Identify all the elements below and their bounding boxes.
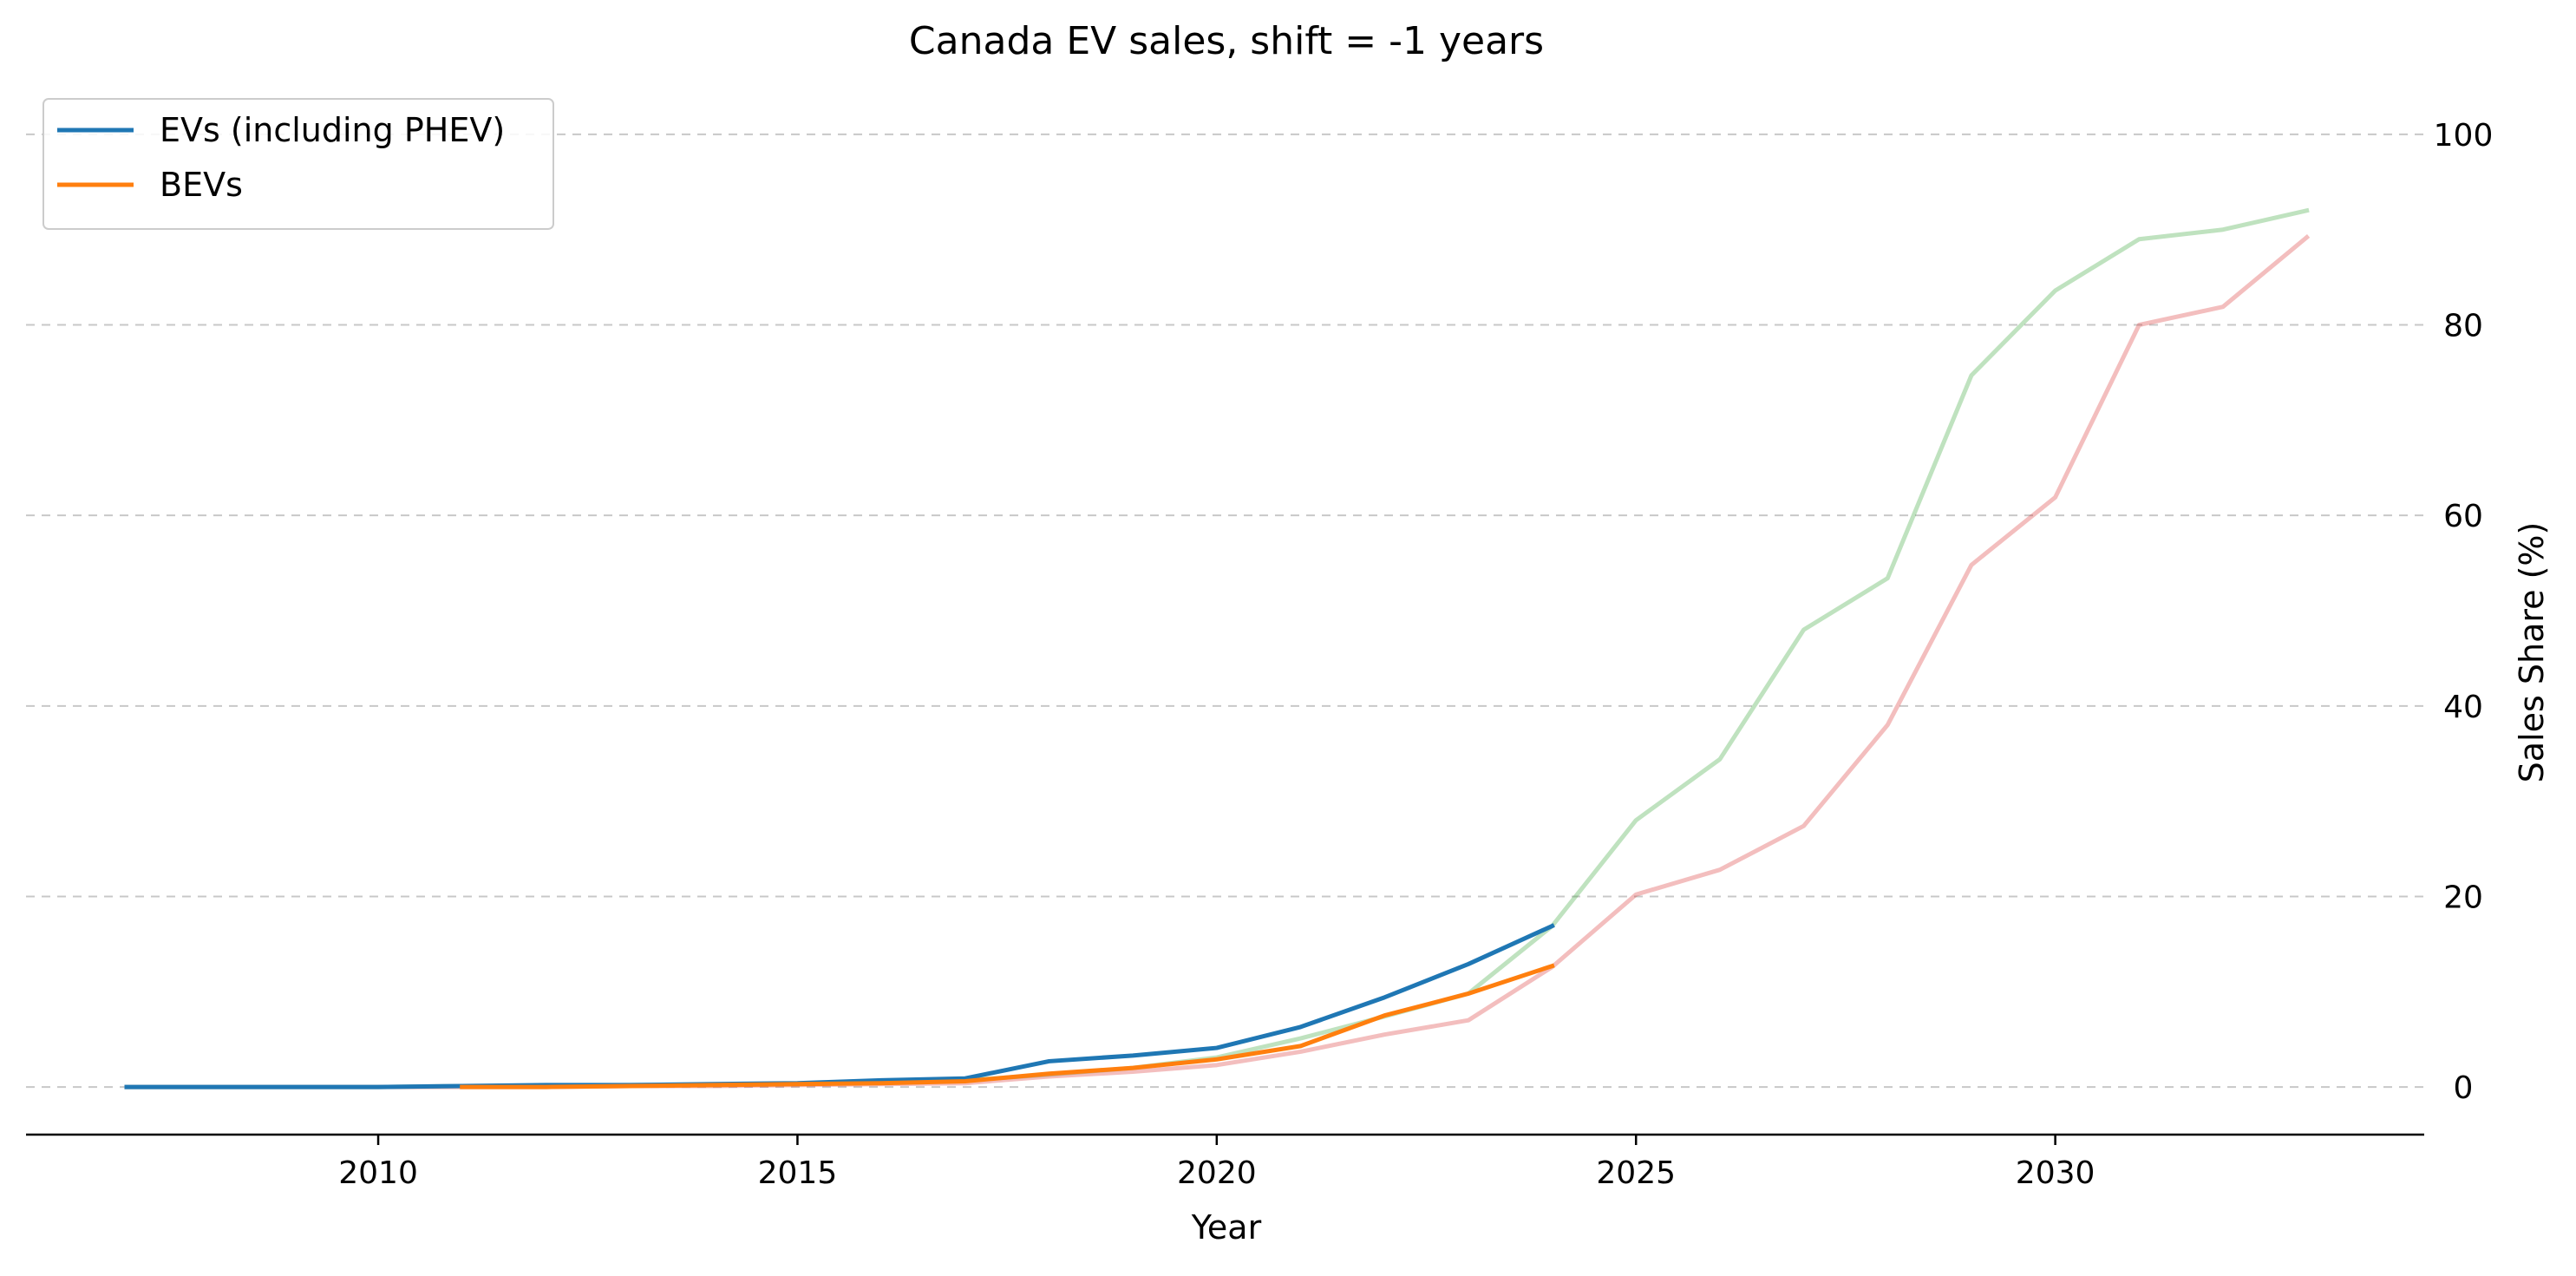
grid-layer xyxy=(26,133,2424,1089)
y-tick-label-20: 20 xyxy=(2443,880,2483,915)
faded-series-line-2 xyxy=(124,207,2310,1090)
x-tick-label-2015: 2015 xyxy=(758,1155,838,1191)
legend-label-bevs: BEVs xyxy=(160,166,243,204)
axes-layer: 0 20 40 60 80 100 2010 2015 2020 2025 2030 xyxy=(26,118,2493,1191)
x-axis-label: Year xyxy=(1191,1208,1262,1247)
y-tick-label-40: 40 xyxy=(2443,690,2483,725)
chart-title: Canada EV sales, shift = -1 years xyxy=(909,19,1544,63)
series-line-evs-including-phev xyxy=(124,923,1555,1090)
y-tick-label-100: 100 xyxy=(2434,118,2494,154)
y-axis-label: Sales Share (%) xyxy=(2513,522,2551,783)
legend: EVs (including PHEV) BEVs xyxy=(42,98,554,230)
x-tick-label-2010: 2010 xyxy=(338,1155,418,1191)
series-layer xyxy=(124,207,2311,1090)
y-tick-label-0: 0 xyxy=(2454,1070,2474,1106)
series-line-bevs xyxy=(460,963,1555,1090)
legend-label-evs-including-phev: EVs (including PHEV) xyxy=(160,111,505,149)
x-tick-label-2025: 2025 xyxy=(1596,1155,1676,1191)
y-tick-label-80: 80 xyxy=(2443,309,2483,344)
legend-box xyxy=(42,98,554,230)
y-tick-label-60: 60 xyxy=(2443,499,2483,534)
x-tick-label-2020: 2020 xyxy=(1177,1155,1257,1191)
x-tick-label-2030: 2030 xyxy=(2016,1155,2095,1191)
